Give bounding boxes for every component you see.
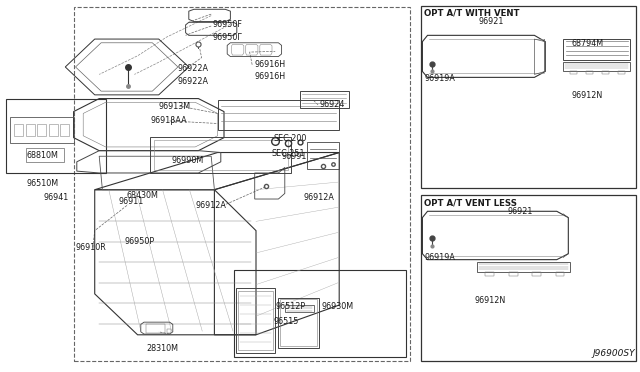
- Text: SEC.200: SEC.200: [273, 134, 307, 143]
- Text: 68430M: 68430M: [126, 191, 158, 200]
- Text: SEC.251: SEC.251: [271, 149, 305, 158]
- Text: 96912N: 96912N: [475, 296, 506, 305]
- Text: J96900SY: J96900SY: [592, 349, 635, 358]
- Text: 96912A: 96912A: [304, 193, 335, 202]
- Bar: [49, 124, 58, 136]
- Bar: [60, 124, 69, 136]
- Bar: [618, 71, 625, 74]
- Text: 96911: 96911: [118, 198, 143, 206]
- Bar: [556, 272, 564, 276]
- Text: 96941: 96941: [44, 193, 68, 202]
- Bar: [570, 71, 577, 74]
- Text: 68810M: 68810M: [27, 151, 59, 160]
- Text: 9691βAA: 9691βAA: [150, 116, 187, 125]
- Text: 96950P: 96950P: [125, 237, 155, 246]
- Bar: [6, 99, 106, 173]
- Bar: [485, 272, 494, 276]
- Text: OPT A/T WITH VENT: OPT A/T WITH VENT: [424, 9, 520, 17]
- Text: OPT A/T VENT LESS: OPT A/T VENT LESS: [424, 198, 517, 207]
- Text: 96922A: 96922A: [178, 64, 209, 73]
- Bar: [509, 272, 518, 276]
- Bar: [167, 329, 171, 333]
- Bar: [421, 6, 636, 188]
- Text: 96512P: 96512P: [275, 302, 305, 311]
- Text: 96912A: 96912A: [195, 201, 226, 210]
- Text: 96919A: 96919A: [424, 253, 455, 262]
- Text: 96922A: 96922A: [178, 77, 209, 86]
- Text: 96921: 96921: [508, 207, 533, 216]
- Bar: [532, 272, 541, 276]
- Text: 96910R: 96910R: [76, 243, 106, 252]
- Bar: [421, 195, 636, 361]
- Text: 96950Γ: 96950Γ: [212, 33, 242, 42]
- Text: 96924: 96924: [320, 100, 346, 109]
- Bar: [26, 148, 64, 162]
- Text: 96913M: 96913M: [159, 102, 191, 110]
- Bar: [37, 124, 46, 136]
- Text: 96916H: 96916H: [254, 60, 285, 69]
- Text: 96510M: 96510M: [27, 179, 59, 187]
- Text: 96515: 96515: [274, 317, 300, 326]
- Bar: [146, 324, 165, 333]
- Bar: [586, 71, 593, 74]
- Text: 28310M: 28310M: [146, 344, 178, 353]
- Text: 96990M: 96990M: [172, 156, 204, 165]
- Text: 96916H: 96916H: [254, 72, 285, 81]
- Text: 96912N: 96912N: [572, 92, 603, 100]
- Bar: [602, 71, 609, 74]
- Bar: [234, 270, 406, 357]
- Text: 68794M: 68794M: [572, 39, 604, 48]
- Bar: [14, 124, 23, 136]
- Text: 96930M: 96930M: [321, 302, 353, 311]
- Text: 96921: 96921: [479, 17, 504, 26]
- Bar: [26, 124, 35, 136]
- Text: 96919A: 96919A: [424, 74, 455, 83]
- Bar: [74, 7, 410, 361]
- Text: 96950F: 96950F: [212, 20, 243, 29]
- Text: 96991: 96991: [282, 153, 307, 161]
